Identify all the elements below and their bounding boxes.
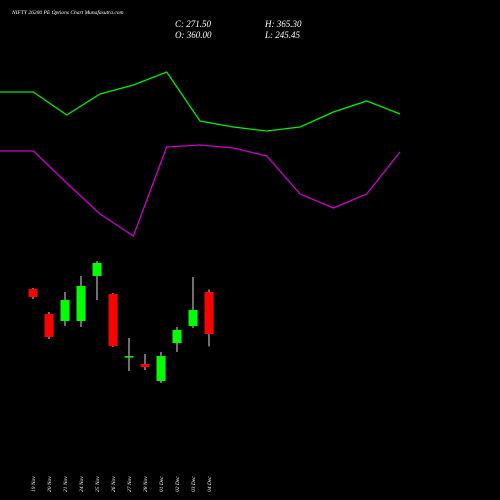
candle-body — [92, 262, 102, 277]
x-tick-label: 02 Dec — [175, 476, 181, 492]
candle-body — [28, 289, 38, 297]
header-high: H: 365.30 — [264, 19, 302, 29]
x-tick-label: 04 Dec — [206, 476, 213, 492]
candle-body — [204, 291, 214, 335]
indicator-line — [0, 144, 401, 237]
x-tick-label: 19 Nov — [31, 476, 37, 492]
candle-body — [44, 314, 54, 338]
header-low: L: 245.45 — [264, 30, 301, 40]
candle-body — [124, 356, 134, 358]
candle-body — [156, 356, 166, 382]
candle-body — [188, 309, 198, 326]
candle-body — [108, 293, 118, 347]
x-tick-label: 20 Nov — [47, 476, 53, 492]
candle-body — [172, 329, 182, 344]
x-tick-label: 26 Nov — [111, 476, 117, 492]
x-tick-label: 28 Nov — [143, 476, 149, 492]
indicator-line — [0, 71, 401, 132]
x-tick-label: 21 Nov — [63, 476, 69, 492]
x-tick-label: 03 Dec — [191, 476, 197, 492]
candle-body — [76, 286, 86, 322]
chart-title: NIFTY 26200 PE Options Chart Munafasutra… — [11, 9, 124, 16]
x-tick-label: 24 Nov — [78, 476, 85, 492]
header-close: C: 271.50 — [175, 19, 212, 29]
header-open: O: 360.00 — [175, 30, 212, 40]
candle-body — [60, 300, 70, 322]
candle-body — [140, 364, 150, 368]
x-tick-label: 01 Dec — [159, 476, 165, 492]
x-tick-label: 27 Nov — [127, 476, 133, 492]
x-tick-label: 25 Nov — [95, 476, 101, 492]
